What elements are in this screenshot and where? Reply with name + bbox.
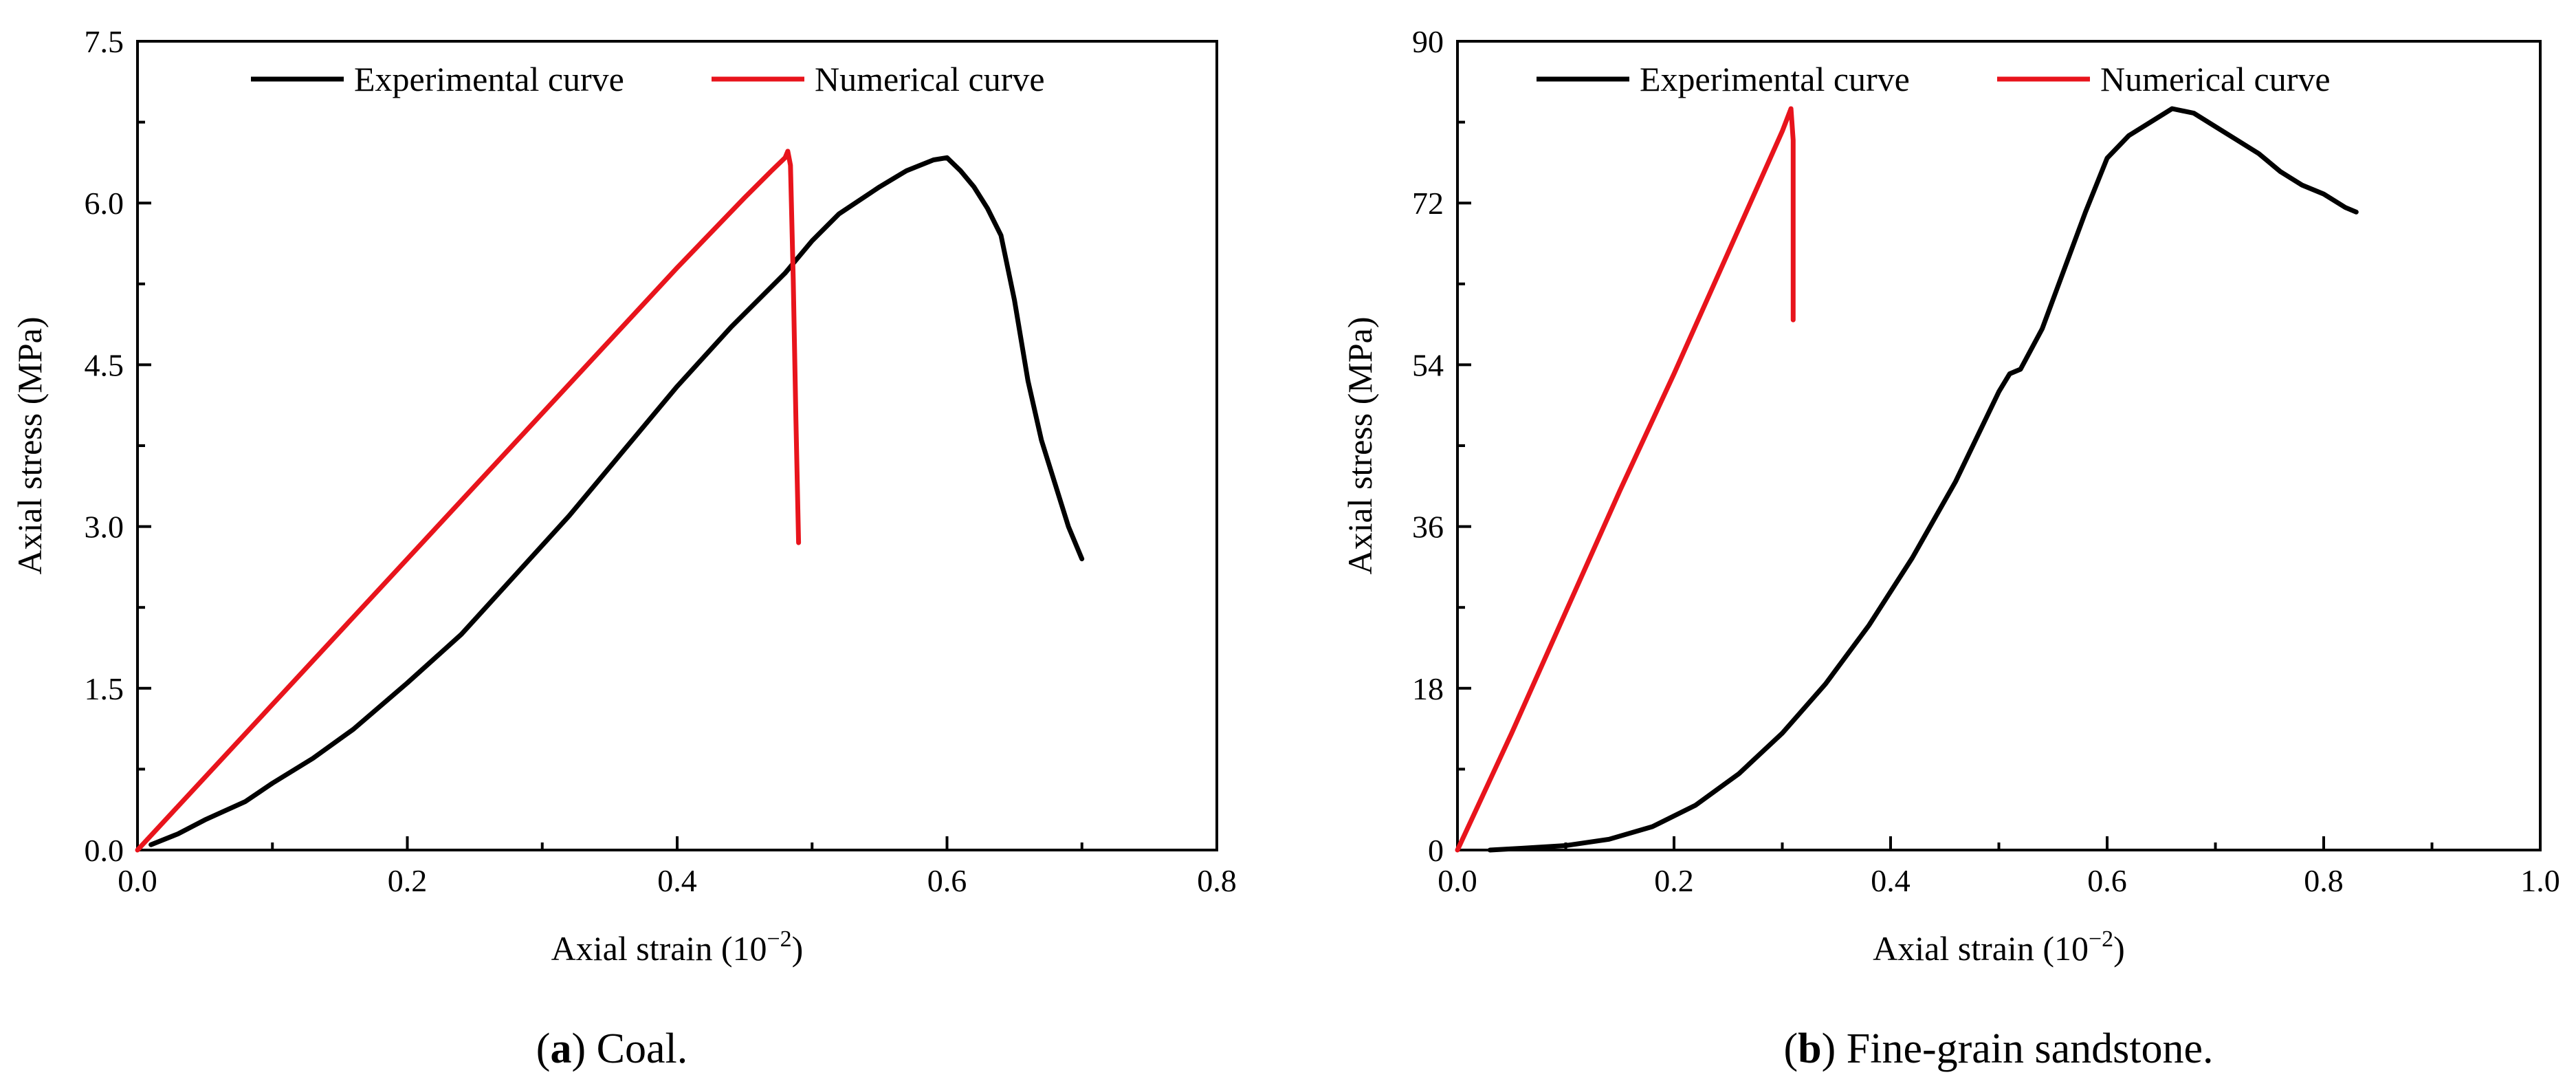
- y-tick-label: 18: [1412, 671, 1444, 706]
- y-tick-label: 0: [1428, 833, 1444, 868]
- numerical-curve: [135, 149, 802, 853]
- figure-caption: (a) Coal.: [536, 1025, 687, 1072]
- plot-frame: [136, 40, 1218, 851]
- experimental-curve: [148, 155, 1085, 847]
- x-tick-label: 0.2: [388, 863, 428, 898]
- numerical-curve: [1455, 106, 1796, 853]
- legend-label: Experimental curve: [1640, 60, 1910, 98]
- experimental-curve: [1487, 106, 2359, 853]
- y-tick-label: 36: [1412, 510, 1444, 545]
- y-tick-label: 54: [1412, 347, 1444, 382]
- plot-frame: [1456, 40, 2542, 851]
- x-tick-label: 0.6: [2087, 863, 2127, 898]
- y-tick-label: 0.0: [85, 833, 124, 868]
- x-tick-label: 0.2: [1654, 863, 1694, 898]
- y-tick-label: 3.0: [85, 510, 124, 545]
- y-tick-label: 1.5: [85, 671, 124, 706]
- x-axis-title: Axial strain (10−2): [551, 926, 804, 968]
- y-tick-label: 6.0: [85, 186, 124, 221]
- legend-label: Numerical curve: [2100, 60, 2331, 98]
- y-axis-title: Axial stress (MPa): [1341, 317, 1379, 575]
- x-tick-label: 0.0: [118, 863, 157, 898]
- y-tick-label: 90: [1412, 24, 1444, 59]
- x-tick-label: 0.8: [1197, 863, 1237, 898]
- x-axis-title: Axial strain (10−2): [1873, 926, 2125, 968]
- legend-label: Experimental curve: [354, 60, 624, 98]
- x-tick-label: 0.0: [1438, 863, 1477, 898]
- legend-label: Numerical curve: [815, 60, 1045, 98]
- x-tick-label: 0.4: [1871, 863, 1911, 898]
- y-tick-label: 4.5: [85, 347, 124, 382]
- chart-sandstone: 0.0 0.2 0.4 0.6 0.8 1.0 0 18 36 54 72 90 Axial strai…: [1341, 24, 2560, 1072]
- y-tick-label: 72: [1412, 186, 1444, 221]
- x-tick-label: 1.0: [2520, 863, 2560, 898]
- y-tick-label: 7.5: [85, 24, 124, 59]
- x-tick-label: 0.6: [927, 863, 967, 898]
- x-tick-label: 0.8: [2304, 863, 2344, 898]
- chart-coal: 0.0 0.2 0.4 0.6 0.8 0.0 1.5 3.0 4.5 6.0 7.5 Axial s…: [10, 24, 1237, 1072]
- y-axis-title: Axial stress (MPa): [10, 317, 49, 575]
- figure-caption: (b) Fine-grain sandstone.: [1783, 1025, 2213, 1072]
- x-tick-label: 0.4: [657, 863, 697, 898]
